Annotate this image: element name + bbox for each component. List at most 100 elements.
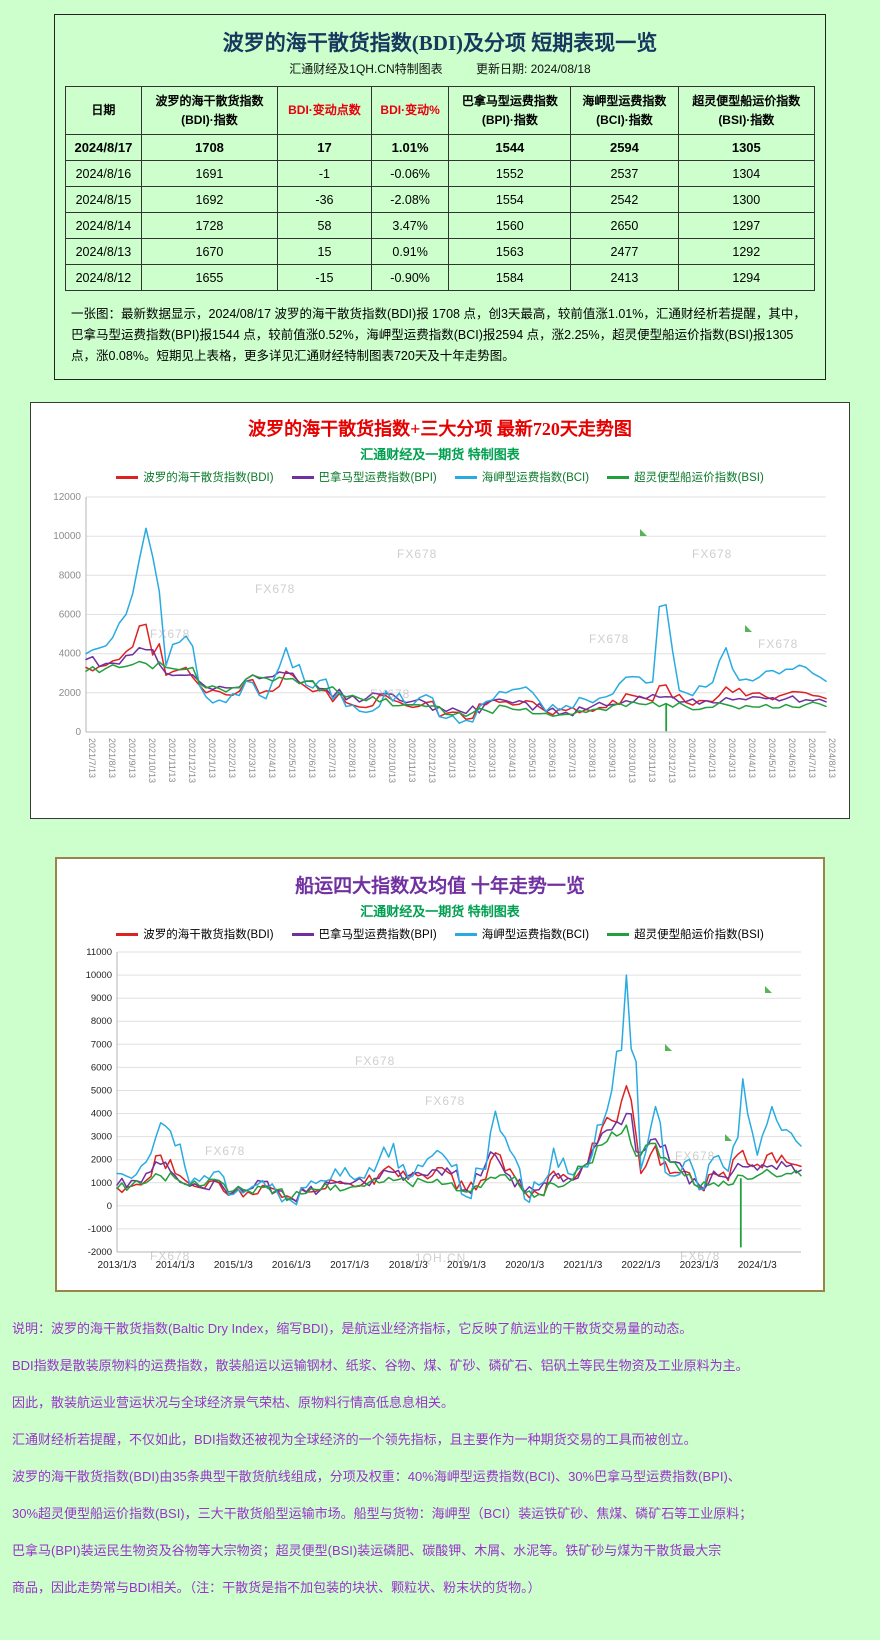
svg-text:2014/1/3: 2014/1/3 [156,1260,195,1271]
svg-text:2023/9/13: 2023/9/13 [607,738,617,778]
table-cell: 2650 [570,212,679,240]
table-cell: 1563 [448,238,572,266]
table-header-cell: 超灵便型船运价指数 (BSI)·指数 [677,85,816,136]
summary-note: 一张图：最新数据显示，2024/08/17 波罗的海干散货指数(BDI)报 17… [71,307,806,364]
chart-720d-subtitle: 汇通财经及一期货 特制图表 [360,447,520,463]
svg-text:2021/1/3: 2021/1/3 [563,1260,602,1271]
table-cell: 2594 [570,134,679,162]
chart-10y-legend: 波罗的海干散货指数(BDI) 巴拿马型运费指数(BPI) 海岬型运费指数(BCI) 超… [57,926,823,942]
table-cell: 1552 [448,160,572,188]
table-cell: 17 [277,134,372,162]
description-line: 商品，因此走势常与BDI相关。（注：干散货是指不加包装的块状、颗粒状、粉末状的货… [12,1580,541,1596]
legend-line-swatch [116,475,139,479]
legend-label: 巴拿马型运费指数(BPI) [318,929,437,942]
svg-text:2021/7/13: 2021/7/13 [87,738,97,778]
index-table-body: 2024/8/17 1708 17 1.01% 1544 2594 1305 2024/8/1… [65,134,816,292]
svg-text:2024/1/3: 2024/1/3 [738,1260,777,1271]
svg-text:2015/1/3: 2015/1/3 [214,1260,253,1271]
table-cell: 1292 [677,238,816,266]
svg-text:2022/6/13: 2022/6/13 [307,738,317,778]
table-cell: 1670 [140,238,279,266]
table-row: 2024/8/12 1655 -15 -0.90% 1584 2413 1294 [65,264,816,292]
table-cell: -2.08% [370,186,450,214]
svg-text:2022/1/13: 2022/1/13 [207,738,217,778]
legend-item: 巴拿马型运费指数(BPI) [291,469,437,485]
description-line: 巴拿马(BPI)装运民生物资及谷物等大宗物资；超灵便型(BSI)装运磷肥、碳酸钾… [12,1543,722,1559]
table-cell: 1655 [140,264,279,292]
svg-text:2024/7/13: 2024/7/13 [807,738,817,778]
svg-text:8000: 8000 [91,1016,112,1027]
table-cell: -15 [277,264,372,292]
table-cell: 2477 [570,238,679,266]
table-cell: -0.06% [370,160,450,188]
table-cell: 58 [277,212,372,240]
svg-text:6000: 6000 [91,1063,112,1074]
svg-text:2024/4/13: 2024/4/13 [747,738,757,778]
svg-text:2022/3/13: 2022/3/13 [247,738,257,778]
chart-720d-title: 波罗的海干散货指数+三大分项 最新720天走势图 [248,419,632,440]
svg-text:2024/6/13: 2024/6/13 [787,738,797,778]
table-cell: -36 [277,186,372,214]
legend-label: 波罗的海干散货指数(BDI) [143,929,274,942]
table-cell: 2024/8/16 [65,160,142,188]
svg-text:2023/11/13: 2023/11/13 [647,738,657,782]
table-header-cell: 海岬型运费指数 (BCI)·指数 [570,85,679,136]
description-line: 汇通财经析若提醒，不仅如此，BDI指数还被视为全球经济的一个领先指标，且主要作为… [12,1432,697,1448]
legend-label: 海岬型运费指数(BCI) [481,472,590,485]
table-header-cell: BDI·变动% [370,85,450,136]
svg-text:10000: 10000 [86,970,112,981]
legend-label: 波罗的海干散货指数(BDI) [143,472,274,485]
svg-text:4000: 4000 [59,649,82,660]
table-row: 2024/8/13 1670 15 0.91% 1563 2477 1292 [65,238,816,266]
legend-line-swatch [454,475,477,479]
legend-item: 波罗的海干散货指数(BDI) [116,926,274,942]
svg-text:2023/6/13: 2023/6/13 [547,738,557,778]
report-title: 波罗的海干散货指数(BDI)及分项 短期表现一览 [222,31,658,55]
report-subtitle: 汇通财经及1QH.CN特制图表 更新日期: 2024/08/18 [55,60,825,77]
page-root: 波罗的海干散货指数(BDI)及分项 短期表现一览 汇通财经及1QH.CN特制图表… [12,14,868,1606]
svg-text:11000: 11000 [86,947,112,958]
legend-label: 海岬型运费指数(BCI) [481,929,590,942]
description-section: 说明：波罗的海干散货指数(Baltic Dry Index，缩写BDI)，是航运… [12,1310,868,1606]
legend-line-swatch [607,932,630,936]
svg-text:2023/7/13: 2023/7/13 [567,738,577,778]
svg-text:-1000: -1000 [88,1224,112,1235]
legend-item: 超灵便型船运价指数(BSI) [607,469,764,485]
svg-text:2022/1/3: 2022/1/3 [621,1260,660,1271]
svg-text:7000: 7000 [91,1039,112,1050]
table-cell: 2413 [570,264,679,292]
legend-item: 波罗的海干散货指数(BDI) [116,469,274,485]
table-row: 2024/8/17 1708 17 1.01% 1544 2594 1305 [65,134,816,162]
table-cell: 2024/8/12 [65,264,142,292]
description-line: 说明：波罗的海干散货指数(Baltic Dry Index，缩写BDI)，是航运… [12,1321,693,1337]
table-cell: 2024/8/14 [65,212,142,240]
chart-10y-subtitle: 汇通财经及一期货 特制图表 [360,904,520,920]
svg-text:2018/1/3: 2018/1/3 [389,1260,428,1271]
table-header-cell: 波罗的海干散货指数 (BDI)·指数 [140,85,279,136]
table-header-cell: BDI·变动点数 [277,85,372,136]
table-cell: 1692 [140,186,279,214]
table-header-cell: 巴拿马型运费指数 (BPI)·指数 [448,85,572,136]
svg-text:2022/10/13: 2022/10/13 [387,738,397,783]
table-header-cell: 日期 [65,85,142,136]
green-corner-mark [745,625,752,633]
table-cell: 1304 [677,160,816,188]
svg-text:2016/1/3: 2016/1/3 [272,1260,311,1271]
legend-item: 海岬型运费指数(BCI) [454,926,590,942]
svg-text:2020/1/3: 2020/1/3 [505,1260,544,1271]
table-cell: 2537 [570,160,679,188]
svg-text:2017/1/3: 2017/1/3 [330,1260,369,1271]
table-cell: 1300 [677,186,816,214]
legend-label: 超灵便型船运价指数(BSI) [634,472,764,485]
svg-text:2024/2/13: 2024/2/13 [707,738,717,778]
svg-text:2021/10/13: 2021/10/13 [147,738,157,783]
table-cell: 2024/8/17 [65,134,142,162]
table-cell: 1297 [677,212,816,240]
table-cell: 2024/8/15 [65,186,142,214]
legend-label: 超灵便型船运价指数(BSI) [634,929,764,942]
svg-text:2023/4/13: 2023/4/13 [507,738,517,778]
table-cell: 2024/8/13 [65,238,142,266]
table-cell: 3.47% [370,212,450,240]
svg-text:2021/8/13: 2021/8/13 [107,738,117,778]
table-cell: 15 [277,238,372,266]
